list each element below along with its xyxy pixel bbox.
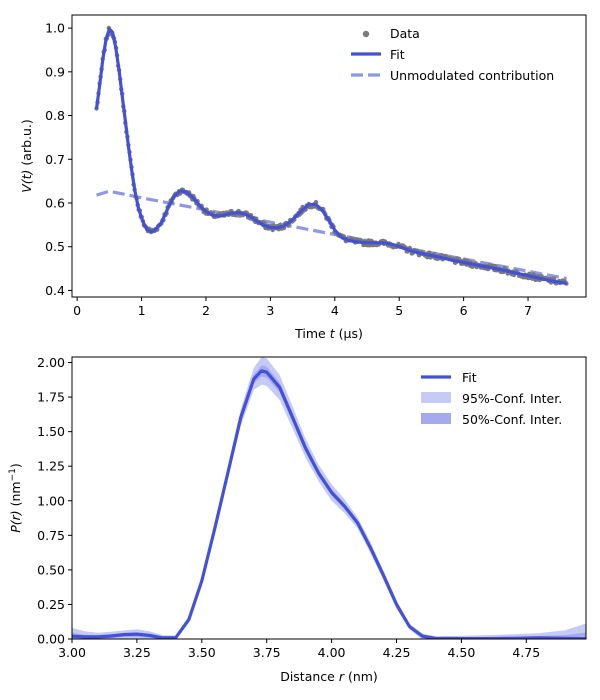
ci50-band <box>72 365 586 639</box>
distance-legend: Fit 95%-Conf. Inter. 50%-Conf. Inter. <box>421 370 562 427</box>
distance-x-tick-label: 4.25 <box>383 645 411 660</box>
distance-x-tick-label: 4.75 <box>512 645 540 660</box>
time-domain-y-tick-label: 0.5 <box>45 239 65 254</box>
legend-data-label: Data <box>390 26 420 41</box>
time-domain-legend: Data Fit Unmodulated contribution <box>351 26 554 83</box>
distance-x-tick-label: 3.25 <box>123 645 151 660</box>
time-domain-x-label: Time t (µs) <box>294 326 363 341</box>
time-domain-x-tick-label: 1 <box>138 303 146 318</box>
distance-plot-area <box>72 357 586 639</box>
distance-distribution-chart: 3.00 3.25 3.50 3.75 4.00 4.25 4.50 4.75 0.00 0.2… <box>8 355 587 684</box>
distance-y-tick-label: 1.50 <box>37 424 65 439</box>
distance-y-label: P(r) (nm−1) <box>8 463 23 533</box>
time-domain-x-tick-label: 0 <box>73 303 81 318</box>
legend-ci95-swatch <box>421 392 451 403</box>
distance-y-tick-label: 1.25 <box>37 459 65 474</box>
time-domain-x-ticks: 0 1 2 3 4 5 6 7 <box>73 297 532 318</box>
time-domain-chart: 0 1 2 3 4 5 6 7 0.4 0.5 0.6 0.7 0.8 0.9 1.0 Time t (µ… <box>19 14 587 341</box>
legend-ci95-label: 95%-Conf. Inter. <box>462 391 562 406</box>
legend-fit2-label: Fit <box>462 370 477 385</box>
distance-y-tick-label: 2.00 <box>37 355 65 370</box>
distance-y-ticks: 0.00 0.25 0.50 0.75 1.00 1.25 1.50 1.75 2.00 <box>37 355 72 647</box>
time-domain-x-tick-label: 4 <box>331 303 339 318</box>
distance-frame <box>71 356 587 640</box>
time-domain-x-tick-label: 5 <box>395 303 403 318</box>
distance-y-tick-label: 1.00 <box>37 493 65 508</box>
legend-fit-label: Fit <box>390 47 405 62</box>
fit-line <box>94 27 567 285</box>
time-domain-y-label: V(t) (arb.u.) <box>19 119 34 193</box>
data-points <box>94 25 569 286</box>
distance-y-tick-label: 1.75 <box>37 390 65 405</box>
time-domain-y-tick-label: 0.8 <box>45 108 65 123</box>
distance-x-ticks: 3.00 3.25 3.50 3.75 4.00 4.25 4.50 4.75 <box>58 639 540 660</box>
distance-x-tick-label: 3.75 <box>253 645 281 660</box>
time-domain-x-tick-label: 3 <box>266 303 274 318</box>
distance-fit-line <box>72 369 586 639</box>
distance-x-tick-label: 3.50 <box>188 645 216 660</box>
time-domain-x-tick-label: 2 <box>202 303 210 318</box>
time-domain-y-tick-label: 0.7 <box>45 152 65 167</box>
time-domain-plot-area <box>94 25 569 286</box>
distance-x-label: Distance r (nm) <box>280 669 378 684</box>
distance-y-tick-label: 0.00 <box>37 632 65 647</box>
unmodulated-contribution-line <box>96 189 568 281</box>
distance-y-tick-label: 0.75 <box>37 528 65 543</box>
legend-ci50-label: 50%-Conf. Inter. <box>462 412 562 427</box>
time-domain-x-tick-label: 6 <box>460 303 468 318</box>
time-domain-y-ticks: 0.4 0.5 0.6 0.7 0.8 0.9 1.0 <box>45 21 72 298</box>
time-domain-frame <box>71 14 587 298</box>
legend-ci50-swatch <box>421 413 451 424</box>
distance-y-tick-label: 0.50 <box>37 562 65 577</box>
time-domain-y-tick-label: 1.0 <box>45 21 65 36</box>
distance-y-tick-label: 0.25 <box>37 597 65 612</box>
distance-x-tick-label: 4.00 <box>318 645 346 660</box>
distance-x-tick-label: 3.00 <box>58 645 86 660</box>
time-domain-y-tick-label: 0.4 <box>45 283 65 298</box>
time-domain-y-tick-label: 0.6 <box>45 196 65 211</box>
time-domain-x-tick-label: 7 <box>524 303 532 318</box>
legend-unmodulated-label: Unmodulated contribution <box>390 68 554 83</box>
time-domain-y-tick-label: 0.9 <box>45 64 65 79</box>
distance-x-tick-label: 4.50 <box>447 645 475 660</box>
legend-data-marker <box>362 30 370 38</box>
